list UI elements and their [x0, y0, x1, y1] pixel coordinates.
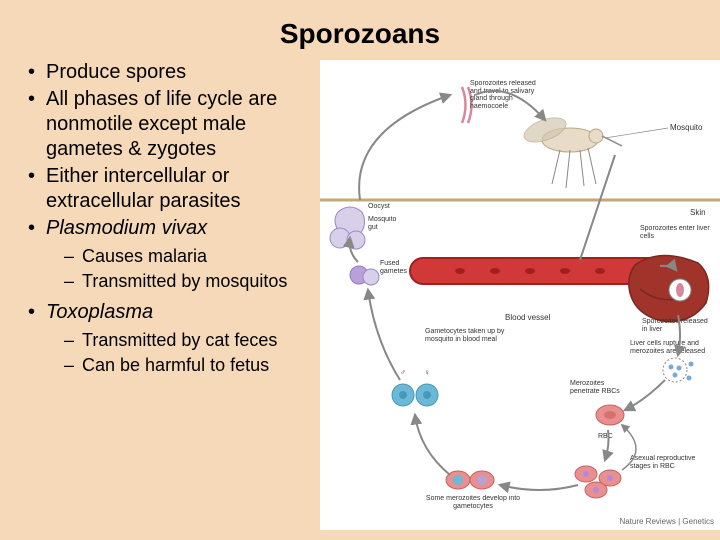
cycle-arrow [415, 415, 450, 475]
sporo-liver-label: Sporozoites released in liver [642, 318, 712, 333]
female-symbol: ♀ [424, 368, 430, 377]
bullet-item: Produce spores [24, 60, 326, 85]
lifecycle-diagram: Skin Mosquito Sporozoites released and t… [320, 60, 720, 530]
sub-bullet-list: Transmitted by cat feces Can be harmful … [46, 329, 326, 376]
blood-vessel-label: Blood vessel [505, 313, 551, 322]
bullet-item: All phases of life cycle are nonmotile e… [24, 87, 326, 162]
diagram-credit: Nature Reviews | Genetics [619, 517, 714, 526]
page-title: Sporozoans [0, 0, 720, 60]
bullet-item: Either intercellular or extracellular pa… [24, 164, 326, 214]
mero-rbc-label: Merozoites penetrate RBCs [570, 380, 630, 395]
rbc-label: RBC [598, 433, 613, 440]
gametocyte-icon [446, 471, 494, 489]
sub-bullet-list: Causes malaria Transmitted by mosquitos [46, 245, 326, 292]
gameto-taken-label: Gametocytes taken up by mosquito in bloo… [425, 328, 505, 343]
cycle-arrow [500, 485, 578, 490]
sporo-enter-label: Sporozoites enter liver cells [640, 225, 712, 240]
oocyst-label: Oocyst [368, 203, 390, 210]
bullet-item: Plasmodium vivax Causes malaria Transmit… [24, 216, 326, 292]
oocyst-icon [330, 207, 365, 249]
sporo-release-label: Sporozoites released and travel to saliv… [470, 80, 548, 111]
cycle-arrow [359, 95, 450, 200]
bullet-list: Produce spores All phases of life cycle … [24, 60, 326, 376]
sub-bullet-item: Transmitted by cat feces [46, 329, 326, 352]
cycle-arrow [625, 380, 665, 410]
asexual-label: Asexual reproductive stages in RBC [630, 455, 706, 470]
asexual-rbc-icon [575, 466, 621, 498]
rbc-icon [596, 405, 624, 425]
some-mero-label: Some merozoites develop into gametocytes [418, 495, 528, 510]
mosq-gut-label: Mosquito gut [368, 216, 408, 231]
mosquito-label: Mosquito [670, 123, 703, 132]
species-name: Plasmodium vivax [46, 217, 207, 239]
cycle-arrow [368, 290, 400, 380]
bullet-item: Toxoplasma Transmitted by cat feces Can … [24, 300, 326, 376]
species-name: Toxoplasma [46, 301, 153, 323]
text-column: Produce spores All phases of life cycle … [24, 60, 334, 384]
sub-bullet-item: Causes malaria [46, 245, 326, 268]
skin-label: Skin [690, 208, 706, 217]
sub-bullet-item: Can be harmful to fetus [46, 354, 326, 377]
liver-rupture-label: Liver cells rupture and merozoites are r… [630, 340, 716, 355]
sub-bullet-item: Transmitted by mosquitos [46, 270, 326, 293]
diagram-svg: Skin Mosquito Sporozoites released and t… [320, 60, 720, 530]
fused-gametes-icon [350, 266, 379, 285]
proboscis-line [580, 155, 615, 260]
liver-cell-icon [669, 279, 691, 301]
gametocytes-uptake-icon [392, 384, 438, 406]
male-symbol: ♂ [400, 368, 406, 377]
